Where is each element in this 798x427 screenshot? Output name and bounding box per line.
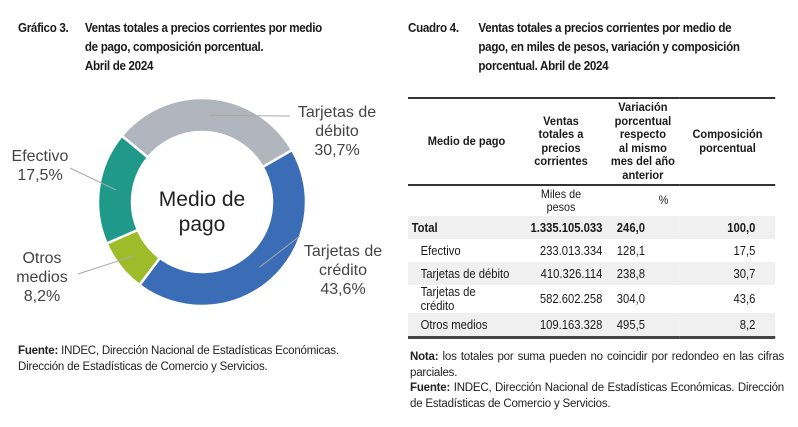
slice-label-line: débito bbox=[315, 123, 359, 140]
slice-label-debito: Tarjetas de débito 30,7% bbox=[298, 104, 376, 159]
slice-label-line: Otros bbox=[22, 250, 61, 267]
table-row-total: Total 1.335.105.033 246,0 100,0 bbox=[408, 216, 776, 239]
cell-medio: Otros medios bbox=[408, 313, 516, 339]
chart-number: Gráfico 3. bbox=[18, 20, 69, 35]
header-line: anterior bbox=[622, 167, 664, 182]
units-miles: Miles de pesos bbox=[516, 185, 606, 216]
cell-medio: Efectivo bbox=[420, 243, 461, 258]
table-number: Cuadro 4. bbox=[408, 20, 459, 35]
table-source: Fuente: INDEC, Dirección Nacional de Est… bbox=[410, 381, 784, 412]
leader-line bbox=[69, 167, 117, 191]
table-title: Cuadro 4. Ventas totales a precios corri… bbox=[408, 18, 795, 75]
cell-composicion: 43,6 bbox=[733, 292, 756, 306]
source-text: INDEC, Dirección Nacional de Estadística… bbox=[410, 382, 784, 410]
slice-label-line: 30,7% bbox=[314, 142, 359, 159]
cell-composicion: 30,7 bbox=[679, 262, 776, 285]
slice-label-otros: Otros medios 8,2% bbox=[16, 250, 68, 305]
header-line: corrientes bbox=[534, 154, 588, 168]
table-row: Efectivo 233.013.334 128,1 17,5 bbox=[408, 239, 775, 262]
units-row: Miles de pesos % bbox=[408, 185, 775, 216]
source-text: INDEC, Dirección Nacional de Estadística… bbox=[58, 345, 339, 357]
leader-line bbox=[259, 235, 301, 268]
cell-ventas: 109.163.328 bbox=[516, 313, 606, 339]
table-title-line: pago, en miles de pesos, variación y com… bbox=[478, 39, 740, 54]
table-header-row: Medio de pago Ventas totales a precios c… bbox=[408, 97, 776, 186]
slice-label-line: crédito bbox=[319, 262, 367, 279]
header-line: respecto bbox=[619, 127, 666, 141]
cell-ventas: 582.602.258 bbox=[539, 292, 603, 306]
slice-label-line: 43,6% bbox=[320, 281, 365, 298]
cell-ventas: 410.326.114 bbox=[516, 262, 606, 285]
chart-title-line: Abril de 2024 bbox=[84, 58, 154, 73]
note-text: los totales por suma pueden no coincidir… bbox=[410, 351, 784, 379]
header-line: al mismo bbox=[618, 140, 667, 155]
slice-label-line: 17,5% bbox=[17, 167, 62, 184]
header-line: Variación bbox=[618, 100, 668, 114]
cell-medio: Total bbox=[408, 216, 516, 239]
source-text: Dirección de Estadísticas de Comercio y … bbox=[18, 360, 268, 373]
slice-label-efectivo: Efectivo 17,5% bbox=[12, 148, 69, 184]
slice-label-credito: Tarjetas de crédito 43,6% bbox=[304, 243, 382, 298]
center-label-line: pago bbox=[179, 213, 226, 236]
donut-chart: Medio de pago Tarjetas de débito 30,7% T… bbox=[12, 96, 382, 308]
table-note: Nota: los totales por suma pueden no coi… bbox=[410, 350, 784, 381]
header-line: totales a bbox=[538, 127, 584, 141]
slice-label-line: medios bbox=[16, 269, 68, 286]
slice-label-line: Efectivo bbox=[12, 148, 69, 165]
table-row: Tarjetas de débito 410.326.114 238,8 30,… bbox=[408, 262, 776, 285]
header-line: porcentual bbox=[614, 113, 672, 128]
table-title-line: porcentual. Abril de 2024 bbox=[478, 58, 609, 73]
cell-variacion: 495,5 bbox=[606, 313, 680, 339]
header-line: porcentual bbox=[699, 140, 756, 155]
header-line: precios bbox=[541, 140, 581, 155]
units-line: pesos bbox=[546, 199, 576, 214]
cell-variacion: 238,8 bbox=[606, 262, 680, 285]
header-line: Ventas bbox=[543, 113, 579, 128]
chart-title: Gráfico 3. Ventas totales a precios corr… bbox=[18, 18, 388, 75]
slice-efectivo bbox=[96, 134, 150, 246]
slice-label-line: Tarjetas de bbox=[298, 104, 376, 121]
header-ventas: Ventas totales a precios corrientes bbox=[516, 97, 606, 186]
cell-medio: Tarjetas de débito bbox=[408, 262, 516, 285]
cell-composicion: 100,0 bbox=[679, 216, 776, 239]
table-title-line: Ventas totales a precios corrientes por … bbox=[478, 20, 732, 35]
center-label-line: Medio de bbox=[159, 188, 245, 211]
units-percent: % bbox=[658, 193, 669, 208]
note-label: Nota: bbox=[410, 351, 439, 363]
cell-ventas: 233.013.334 bbox=[539, 243, 603, 258]
cell-composicion: 8,2 bbox=[679, 313, 776, 339]
header-variacion: Variación porcentual respecto al mismo m… bbox=[606, 97, 680, 186]
units-line: Miles de bbox=[540, 187, 582, 201]
slice-credito bbox=[137, 148, 308, 308]
table-row: Otros medios 109.163.328 495,5 8,2 bbox=[408, 313, 776, 339]
slice-label-line: Tarjetas de bbox=[304, 243, 382, 260]
cell-variacion: 246,0 bbox=[606, 216, 680, 239]
slice-label-line: 8,2% bbox=[24, 288, 60, 305]
chart-title-line: Ventas totales a precios corrientes por … bbox=[84, 20, 322, 35]
header-medio: Medio de pago bbox=[408, 97, 516, 186]
header-line: mes del año bbox=[610, 154, 675, 168]
leader-line bbox=[209, 114, 291, 117]
cell-composicion: 17,5 bbox=[733, 243, 756, 258]
source-label: Fuente: bbox=[410, 382, 451, 394]
cell-medio: Tarjetas de crédito bbox=[420, 285, 476, 313]
cell-ventas: 1.335.105.033 bbox=[516, 216, 606, 239]
cell-variacion: 304,0 bbox=[616, 292, 645, 306]
chart-title-line: de pago, composición porcentual. bbox=[84, 39, 264, 54]
table-notes: Nota: los totales por suma pueden no coi… bbox=[410, 350, 784, 412]
header-line: Composición bbox=[692, 127, 763, 141]
leader-line bbox=[77, 255, 134, 275]
chart-source: Fuente: INDEC, Dirección Nacional de Est… bbox=[18, 344, 398, 375]
data-table: Medio de pago Ventas totales a precios c… bbox=[408, 97, 776, 339]
table-row: Tarjetas de crédito 582.602.258 304,0 43… bbox=[408, 285, 775, 313]
cell-variacion: 128,1 bbox=[616, 243, 645, 258]
header-composicion: Composición porcentual bbox=[679, 97, 776, 186]
source-label: Fuente: bbox=[18, 345, 59, 357]
